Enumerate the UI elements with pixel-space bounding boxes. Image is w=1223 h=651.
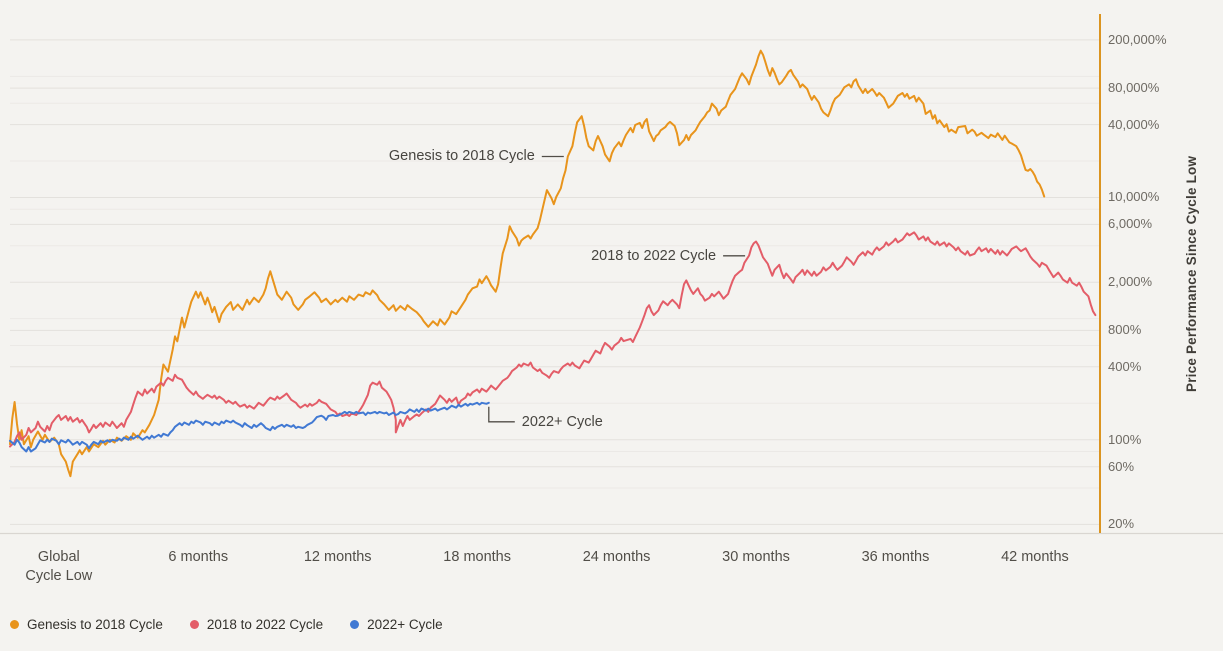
legend-label: Genesis to 2018 Cycle [27,617,163,632]
y-tick-label: 400% [1108,358,1142,374]
legend: Genesis to 2018 Cycle 2018 to 2022 Cycle 2… [10,617,443,632]
x-tick-label: 30 months [722,549,790,565]
series-line [9,49,1046,478]
series-line [9,231,1097,448]
x-tick-label: 12 months [303,549,372,565]
legend-item: 2018 to 2022 Cycle [189,617,324,632]
series-annotation: Genesis to 2018 Cycle [388,148,535,165]
legend-label: 2022+ Cycle [367,617,443,632]
series-annotation: 2022+ Cycle [521,413,603,430]
x-tick-label: 24 months [582,549,651,565]
y-tick-label: 200,000% [1108,31,1167,47]
y-tick-label: 60% [1108,458,1135,474]
legend-item: 2022+ Cycle [350,617,443,632]
x-tick-label: 36 months [861,549,930,565]
series-annotation: 2018 to 2022 Cycle [591,247,717,264]
x-tick-label: 42 months [1001,549,1069,565]
y-tick-label: 10,000% [1108,189,1160,205]
legend-dot-icon [350,620,360,629]
series-line [9,401,490,453]
annotation-connector [488,406,515,423]
y-tick-label: 2,000% [1108,274,1153,290]
y-tick-label: 800% [1108,322,1142,338]
y-tick-label: 80,000% [1108,80,1160,96]
y-tick-label: 40,000% [1108,116,1160,132]
legend-dot-icon [10,620,19,629]
legend-label: 2018 to 2022 Cycle [206,617,324,632]
y-axis-title: Price Performance Since Cycle Low [1184,155,1199,393]
x-tick-label: Global Cycle Low [25,549,93,584]
legend-dot-icon [189,620,199,629]
x-tick-label: 6 months [168,549,229,565]
y-tick-label: 20% [1108,516,1135,532]
y-tick-label: 100% [1108,431,1142,447]
x-tick-label: 18 months [443,549,511,565]
legend-item: Genesis to 2018 Cycle [10,617,163,632]
y-tick-label: 6,000% [1108,216,1153,232]
